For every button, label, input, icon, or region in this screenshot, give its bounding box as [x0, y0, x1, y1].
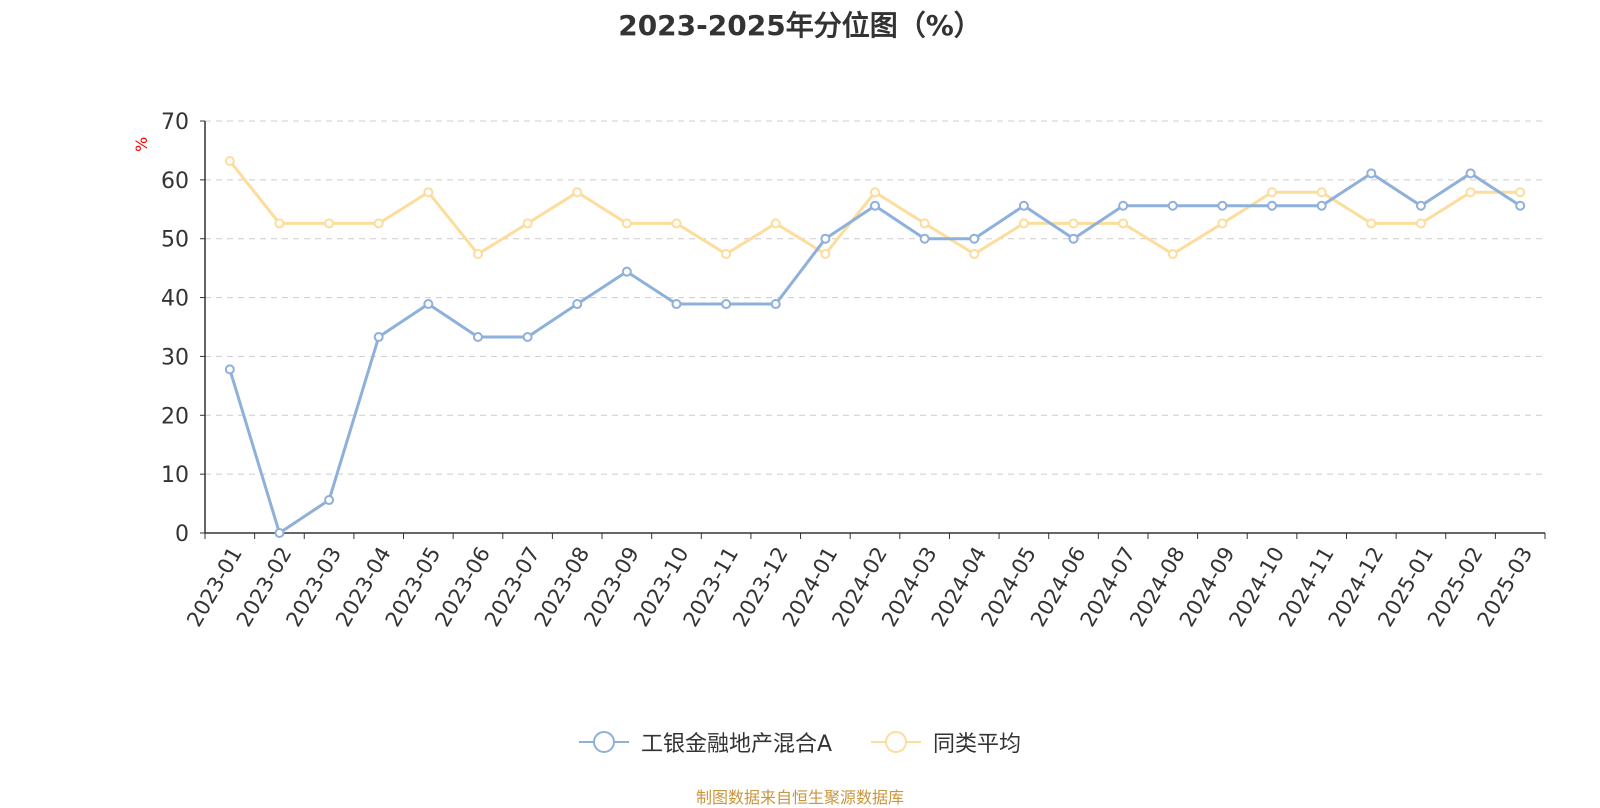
series-2-point-2024-07 [1118, 218, 1129, 229]
series-1-point-2024-12 [1366, 168, 1377, 179]
series-2-point-2023-10 [671, 218, 682, 229]
series-2-point-2024-03 [919, 218, 930, 229]
y-tick-label-60: 60 [161, 169, 189, 194]
series-2-point-2023-05 [423, 187, 434, 198]
y-tick-label-30: 30 [161, 345, 189, 370]
series-1-point-2023-02 [274, 528, 285, 538]
data-source-note: 制图数据来自恒生聚源数据库 [695, 788, 904, 807]
series-1-point-2023-06 [472, 332, 483, 343]
series-1-point-2024-09 [1217, 200, 1228, 211]
y-tick-label-0: 0 [175, 522, 189, 547]
series-1-point-2023-12 [770, 299, 781, 310]
series-2-point-2023-09 [621, 218, 632, 229]
series-1-point-2025-02 [1465, 168, 1476, 179]
series-2-point-2023-03 [324, 218, 335, 229]
legend: 工银金融地产混合A 同类平均 [0, 726, 1600, 760]
series-1-point-2023-05 [423, 299, 434, 310]
legend-label-series-1: 工银金融地产混合A [640, 732, 833, 757]
series-2-point-2023-12 [770, 218, 781, 229]
series-2-point-2023-06 [472, 249, 483, 260]
series-2-point-2023-07 [522, 218, 533, 229]
series-2-point-2024-10 [1267, 187, 1278, 198]
series-line-1 [228, 171, 1522, 535]
legend-marker-series-2 [871, 731, 922, 753]
y-tick-label-10: 10 [161, 463, 189, 488]
series-1-point-2024-10 [1267, 200, 1278, 211]
series-1-point-2024-02 [870, 200, 880, 211]
series-2-point-2024-01 [820, 249, 831, 260]
series-2-point-2024-11 [1316, 187, 1327, 198]
series-1-point-2025-03 [1515, 200, 1526, 211]
series-1-point-2024-01 [820, 233, 831, 244]
series-1-point-2024-07 [1118, 200, 1129, 211]
series-2-point-2025-01 [1415, 218, 1426, 229]
series-2-point-2024-02 [870, 187, 880, 198]
series-2-point-2023-11 [721, 249, 732, 260]
series-1-point-2023-07 [522, 332, 533, 343]
series-1-point-2024-05 [1018, 200, 1029, 211]
series-1-point-2024-08 [1167, 200, 1178, 211]
legend-marker-series-1 [578, 731, 629, 753]
y-tick-label-20: 20 [161, 404, 189, 429]
series-1-point-2024-06 [1068, 233, 1079, 244]
y-axis-label: % [132, 136, 151, 152]
series-1-point-2023-08 [572, 299, 583, 310]
series-2-point-2024-04 [969, 249, 980, 260]
series-1-point-2023-11 [721, 299, 732, 310]
series-1-point-2023-09 [621, 266, 632, 277]
series-1-point-2025-01 [1415, 200, 1426, 211]
series-1-point-2023-01 [224, 364, 235, 375]
legend-item-series-1[interactable]: 工银金融地产混合A [578, 726, 833, 758]
series-1-point-2023-04 [373, 332, 384, 343]
series-2-point-2023-08 [572, 187, 583, 198]
series-1-point-2023-10 [671, 299, 682, 310]
series-1-point-2023-03 [324, 495, 335, 506]
series-2-point-2025-03 [1515, 187, 1526, 198]
series-2-point-2024-06 [1068, 218, 1079, 229]
legend-label-series-2: 同类平均 [933, 732, 1022, 757]
series-1-point-2024-03 [919, 233, 930, 244]
series-2-point-2023-04 [373, 218, 384, 229]
series-2-point-2024-09 [1217, 218, 1228, 229]
series-1-point-2024-04 [969, 233, 980, 244]
chart-title: 2023-2025年分位图（%） [618, 9, 982, 42]
series-2-point-2025-02 [1465, 187, 1476, 198]
series-1-point-2024-11 [1316, 200, 1327, 211]
series-2-point-2023-01 [224, 156, 235, 167]
legend-item-series-2[interactable]: 同类平均 [871, 726, 1021, 758]
series-2-point-2024-05 [1018, 218, 1029, 229]
y-tick-label-40: 40 [161, 287, 189, 312]
y-tick-label-50: 50 [161, 228, 189, 253]
y-tick-label-70: 70 [161, 110, 189, 135]
series-2-point-2024-12 [1366, 218, 1377, 229]
series-2-point-2023-02 [274, 218, 285, 229]
series-2-point-2024-08 [1167, 249, 1178, 260]
